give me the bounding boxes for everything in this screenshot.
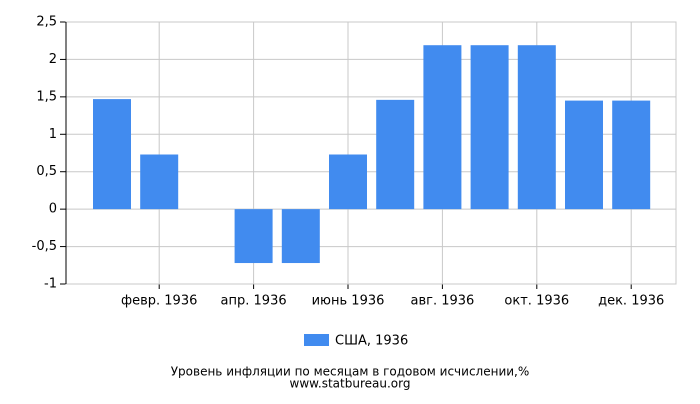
bar <box>565 100 603 210</box>
bar <box>234 209 273 264</box>
x-tick-label: февр. 1936 <box>121 294 197 309</box>
y-tick-label: 1 <box>49 127 57 142</box>
bar <box>376 99 415 210</box>
legend-label: США, 1936 <box>335 334 408 349</box>
x-tick-label: дек. 1936 <box>598 294 664 309</box>
y-tick-label: -0,5 <box>32 239 57 254</box>
x-tick-label: апр. 1936 <box>221 294 287 309</box>
bar <box>423 45 462 210</box>
chart-title: Уровень инфляции по месяцам в годовом ис… <box>171 365 530 379</box>
x-tick-label: июнь 1936 <box>312 294 385 309</box>
y-tick-label: 2 <box>49 52 57 67</box>
bar <box>329 154 367 210</box>
y-tick-label: 0 <box>49 202 57 217</box>
bar <box>140 154 179 210</box>
x-tick-label: авг. 1936 <box>410 294 474 309</box>
bar <box>93 99 131 210</box>
x-tick-label: окт. 1936 <box>504 294 569 309</box>
y-tick-label: 0,5 <box>36 164 57 179</box>
y-tick-label: -1 <box>44 277 57 292</box>
legend-swatch <box>304 334 329 346</box>
bar <box>470 45 509 210</box>
bar <box>612 100 651 210</box>
bar <box>517 45 556 210</box>
bar <box>281 209 320 264</box>
y-tick-label: 1,5 <box>36 89 57 104</box>
chart-subtitle: www.statbureau.org <box>290 377 411 391</box>
y-tick-label: 2,5 <box>36 15 57 30</box>
